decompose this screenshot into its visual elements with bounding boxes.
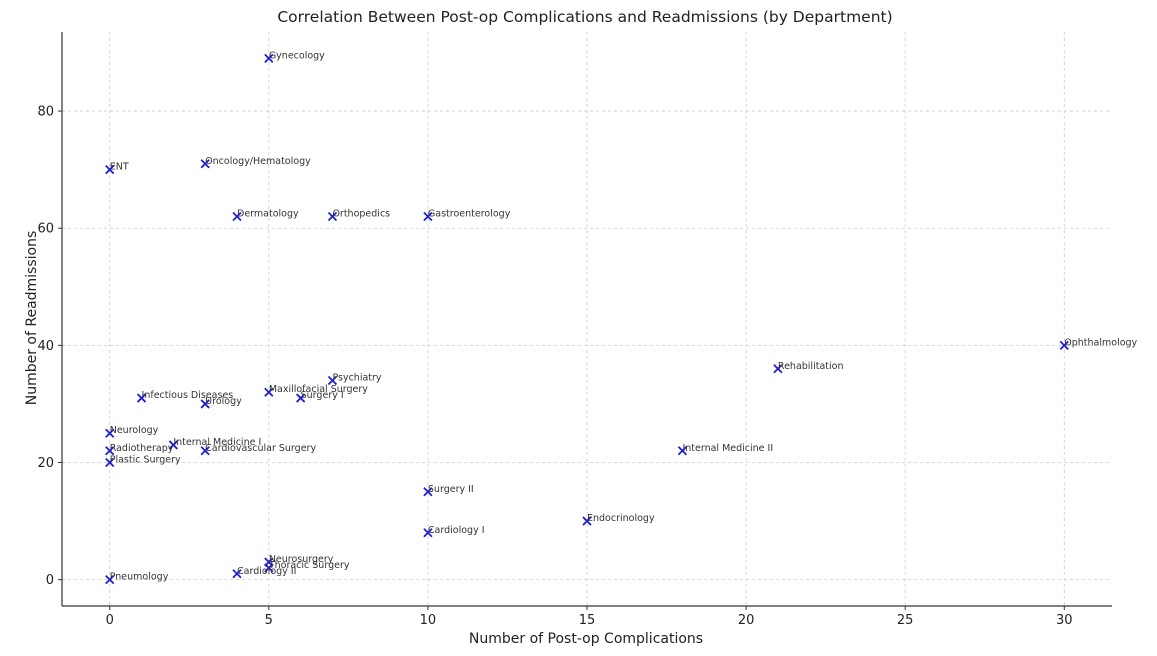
point-marker [327,211,338,222]
point-label: Surgery I [301,390,344,401]
x-tick-label: 15 [579,613,596,628]
data-point: Thoracic Surgery [264,560,350,573]
point-marker [264,387,274,397]
point-marker [105,575,115,585]
point-label: Urology [205,396,242,407]
point-label: Maxillofacial Surgery [269,384,368,395]
point-marker [200,399,210,409]
point-label: Endocrinology [587,513,655,524]
point-marker [773,364,783,374]
y-axis-label: Number of Readmissions [24,231,40,406]
point-label: Ophthalmology [1064,337,1137,348]
point-marker [677,446,688,456]
data-point: Urology [200,396,242,409]
point-label: ENT [110,162,129,173]
x-tick-label: 10 [420,613,437,628]
data-point: Pneumology [105,572,169,585]
data-point: Plastic Surgery [105,455,181,468]
data-point: Cardiology II [232,566,296,579]
point-label: Infectious Diseases [142,390,234,401]
point-label: Gynecology [269,50,325,61]
point-marker [423,487,433,497]
data-point: Internal Medicine II [677,443,773,456]
point-label: Neurology [110,425,159,436]
data-point: Infectious Diseases [136,390,234,403]
data-point: Internal Medicine I [168,437,261,450]
data-point: Orthopedics [327,209,390,222]
data-point: Cardiology I [423,525,485,538]
point-marker [200,446,210,456]
x-tick-label: 30 [1056,613,1073,628]
point-marker [105,457,115,468]
point-marker [582,516,592,526]
data-point: Oncology/Hematology [200,156,311,169]
data-point: Dermatology [232,209,299,222]
point-label: Surgery II [428,484,474,495]
data-point: Cardiovascular Surgery [200,443,316,456]
point-marker [105,446,115,456]
point-marker [1059,340,1069,350]
point-label: Plastic Surgery [110,455,181,466]
data-point: Psychiatry [327,373,382,386]
data-point: Ophthalmology [1059,337,1138,350]
data-point: Rehabilitation [773,361,844,374]
point-marker [136,393,147,403]
point-label: Orthopedics [332,209,390,220]
point-label: Radiotherapy [110,443,174,454]
y-tick-label: 20 [37,456,54,471]
point-label: Neurosurgery [269,554,334,565]
point-label: Thoracic Surgery [268,560,350,571]
data-point: Surgery II [423,484,474,497]
x-tick-label: 25 [897,613,914,628]
point-label: Rehabilitation [778,361,844,372]
point-label: Cardiovascular Surgery [205,443,316,454]
point-label: Gastroenterology [428,209,511,220]
y-tick-label: 60 [37,222,54,237]
point-label: Dermatology [237,209,299,220]
point-marker [423,211,433,222]
x-tick-label: 0 [106,613,114,628]
point-label: Internal Medicine II [682,443,773,454]
data-points: Gynecology ENT Oncology/Hematology Dermatol… [105,50,1138,585]
point-marker [232,211,242,222]
x-axis-label: Number of Post-op Complications [469,631,703,647]
y-tick-label: 40 [37,339,54,354]
point-label: Internal Medicine I [173,437,261,448]
data-point: ENT [105,162,129,175]
point-marker [423,528,433,538]
point-marker [168,440,179,450]
tick-labels: 0 5 10 15 20 25 30 0 20 40 60 80 [37,105,1072,628]
data-point: Maxillofacial Surgery [264,384,368,397]
data-point: Gastroenterology [423,209,511,222]
point-marker [295,393,306,403]
data-point: Surgery I [295,390,344,403]
point-marker [105,165,115,175]
point-marker [200,159,210,169]
data-point: Radiotherapy [105,443,174,456]
y-tick-label: 0 [46,573,54,588]
chart-title: Correlation Between Post-op Complication… [277,8,892,26]
point-marker [264,563,274,573]
point-label: Oncology/Hematology [205,156,311,167]
point-marker [264,53,274,63]
point-label: Cardiology II [237,566,296,577]
point-label: Psychiatry [332,373,381,384]
grid-lines [62,32,1112,606]
point-label: Pneumology [110,572,169,583]
data-point: Neurology [105,425,159,438]
x-tick-label: 5 [265,613,273,628]
x-tick-label: 20 [738,613,755,628]
point-marker [105,428,115,438]
data-point: Gynecology [264,50,325,63]
y-tick-label: 80 [37,105,54,120]
point-marker [232,569,242,579]
data-point: Endocrinology [582,513,655,526]
point-label: Cardiology I [428,525,485,536]
point-marker [327,375,338,386]
